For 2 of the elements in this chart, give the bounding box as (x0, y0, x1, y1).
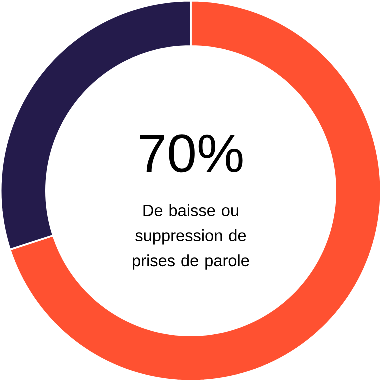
text: De baisse ou suppression de prises de parole (133, 204, 250, 270)
data-label: 70% (140, 134, 243, 173)
